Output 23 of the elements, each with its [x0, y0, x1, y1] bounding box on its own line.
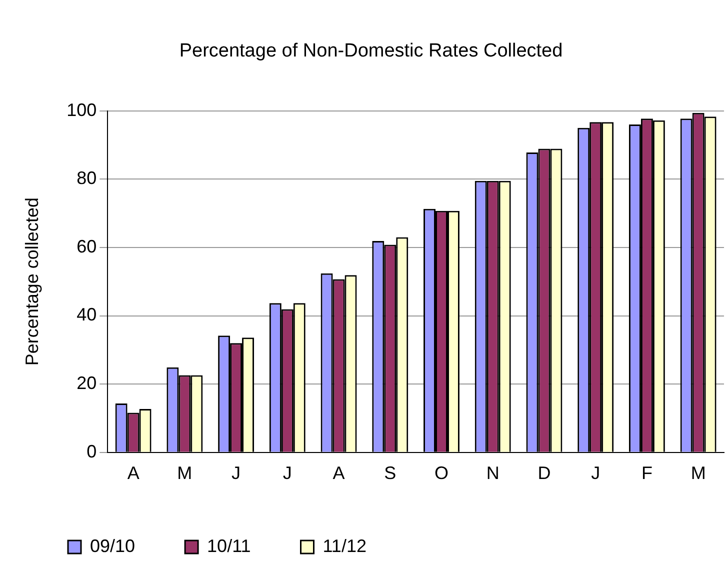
- y-tick-label: 0: [86, 441, 97, 462]
- legend-label: 11/12: [322, 536, 366, 556]
- y-tick-label: 80: [76, 168, 97, 188]
- x-tick-label: N: [486, 463, 500, 484]
- x-tick-label: S: [384, 463, 396, 484]
- x-tick-label: J: [591, 463, 600, 484]
- y-tick-label: 100: [66, 100, 97, 120]
- y-tick-label: 40: [76, 304, 97, 325]
- legend-label: 10/11: [207, 536, 251, 556]
- x-tick-label: O: [434, 463, 449, 484]
- x-tick-label: F: [641, 463, 652, 484]
- x-tick-label: A: [127, 463, 140, 484]
- legend-label: 09/10: [90, 536, 136, 556]
- x-tick-label: M: [690, 463, 706, 484]
- y-tick-label: 60: [76, 236, 97, 256]
- x-tick-label: J: [282, 463, 292, 484]
- x-tick-label: D: [538, 463, 551, 484]
- chart-title: Percentage of Non-Domestic Rates Collected: [179, 40, 563, 62]
- x-tick-label: A: [332, 463, 345, 484]
- y-tick-label: 20: [76, 373, 97, 394]
- x-tick-label: M: [177, 463, 192, 484]
- x-tick-label: J: [232, 463, 241, 484]
- y-axis-title: Percentage collected: [22, 198, 42, 366]
